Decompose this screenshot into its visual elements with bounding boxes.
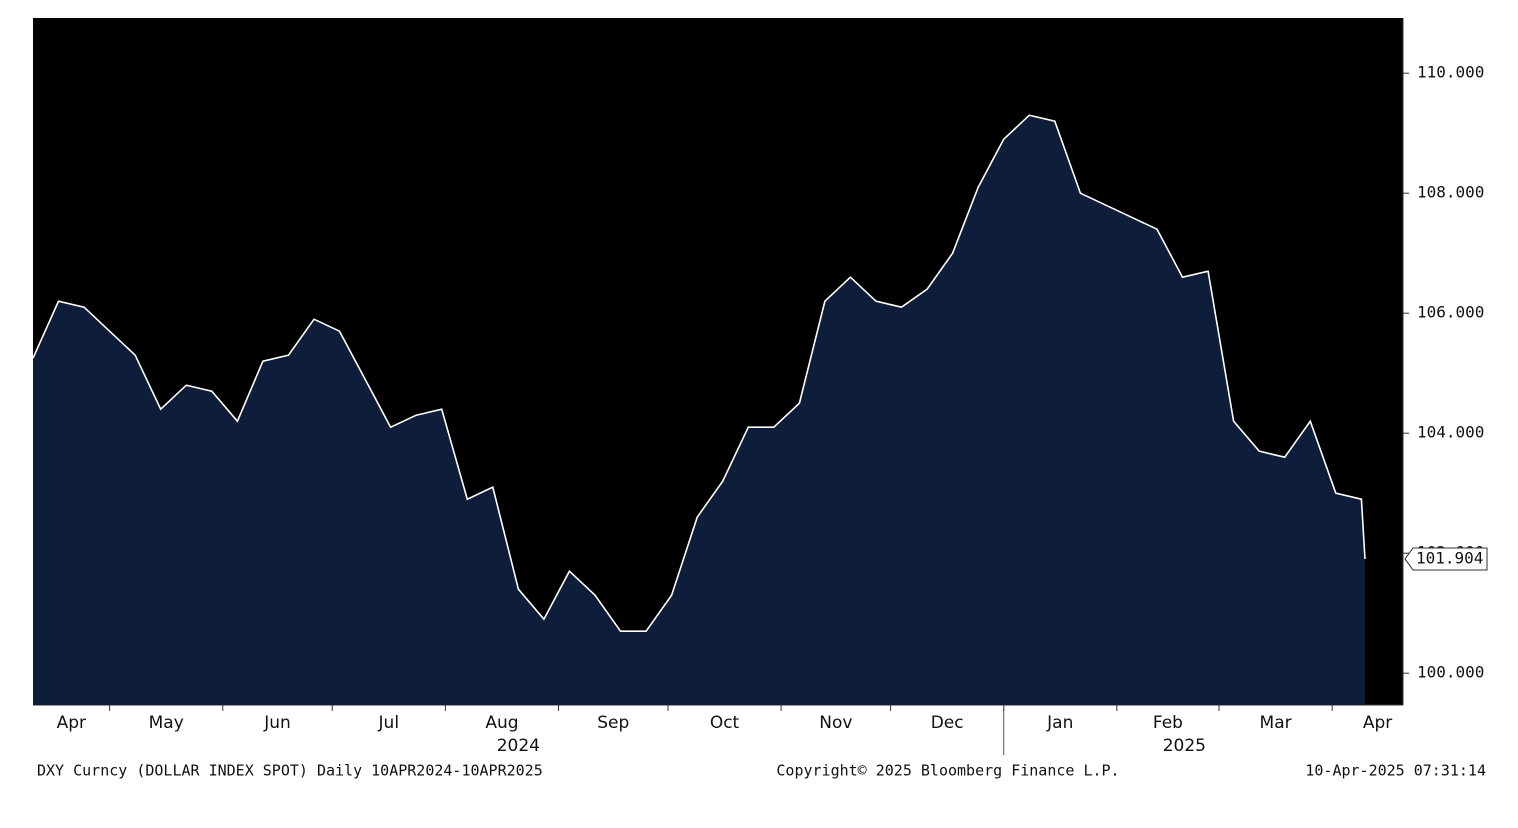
timestamp: 10-Apr-2025 07:31:14 bbox=[1305, 762, 1486, 780]
area bbox=[33, 115, 1365, 705]
y-tick-label: 104.000 bbox=[1417, 423, 1484, 442]
last-value-box bbox=[1404, 547, 1488, 571]
x-tick-label: Jun bbox=[263, 713, 291, 733]
chart-title: DXY Curncy (DOLLAR INDEX SPOT) Daily 10A… bbox=[37, 762, 543, 780]
year-label: 2024 bbox=[497, 736, 540, 756]
copyright: Copyright© 2025 Bloomberg Finance L.P. bbox=[776, 762, 1119, 780]
x-tick-label: Jul bbox=[378, 713, 400, 733]
x-tick-label: Sep bbox=[597, 713, 629, 733]
x-tick-label: Nov bbox=[819, 713, 852, 733]
y-tick-label: 110.000 bbox=[1417, 63, 1484, 82]
x-tick-label: Dec bbox=[931, 713, 964, 733]
x-tick-label: Mar bbox=[1260, 713, 1292, 733]
y-tick-label: 108.000 bbox=[1417, 183, 1484, 202]
year-label: 2025 bbox=[1163, 736, 1206, 756]
x-tick-label: May bbox=[149, 713, 184, 733]
y-tick-label: 106.000 bbox=[1417, 303, 1484, 322]
x-tick-label: Aug bbox=[485, 713, 518, 733]
y-tick-label: 100.000 bbox=[1417, 663, 1484, 682]
line bbox=[32, 114, 1366, 632]
x-tick-label: Apr bbox=[1363, 713, 1392, 733]
x-tick-label: Oct bbox=[710, 713, 740, 733]
last-value-label: 101.904 bbox=[1416, 548, 1483, 567]
x-tick-label: Feb bbox=[1153, 713, 1183, 733]
x-tick-label: Apr bbox=[57, 713, 86, 733]
x-tick-label: Jan bbox=[1046, 713, 1073, 733]
